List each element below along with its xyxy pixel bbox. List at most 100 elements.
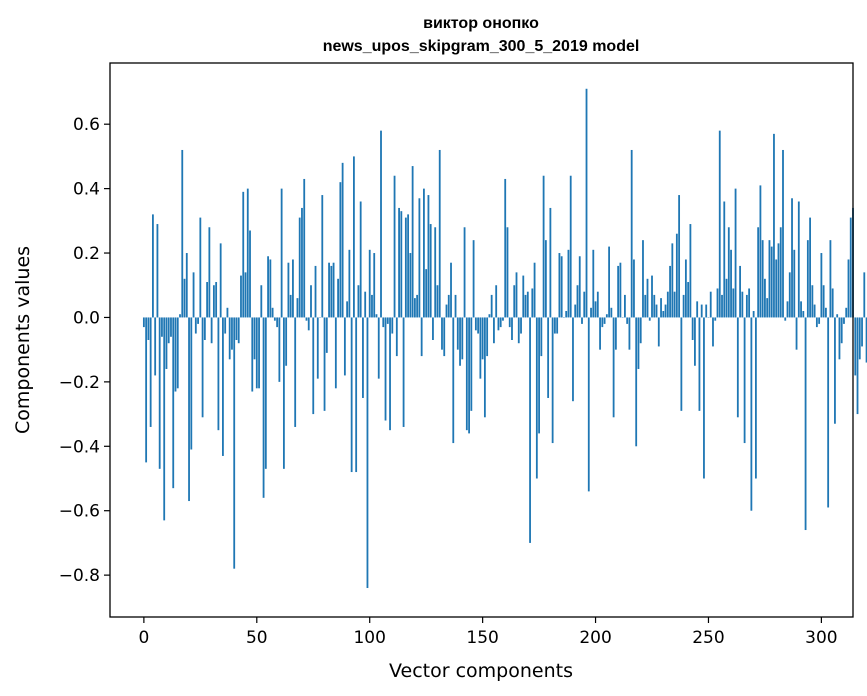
- bar-103: [375, 314, 378, 318]
- bar-49: [253, 317, 256, 360]
- bar-193: [578, 256, 581, 318]
- bar-294: [806, 240, 809, 318]
- bar-230: [662, 311, 665, 318]
- bar-297: [813, 304, 816, 318]
- bar-267: [745, 294, 748, 318]
- bar-309: [840, 317, 843, 344]
- bar-95: [357, 285, 360, 318]
- bar-226: [653, 294, 656, 318]
- bar-123: [420, 317, 423, 357]
- bar-0: [142, 317, 145, 328]
- bar-98: [364, 291, 367, 318]
- bar-46: [246, 188, 249, 318]
- bar-199: [592, 249, 595, 318]
- bar-213: [624, 294, 626, 318]
- bar-101: [371, 294, 373, 318]
- plot-area-frame: [109, 62, 854, 618]
- bar-138: [454, 294, 457, 318]
- bar-209: [614, 317, 617, 350]
- bar-187: [565, 311, 568, 318]
- bar-173: [533, 262, 536, 318]
- bar-207: [610, 307, 613, 318]
- bar-145: [470, 317, 473, 411]
- bar-217: [633, 259, 635, 318]
- bar-122: [418, 198, 421, 318]
- bar-211: [619, 262, 622, 318]
- bar-251: [709, 291, 712, 318]
- bar-146: [472, 240, 475, 318]
- bar-204: [603, 317, 606, 324]
- y-tick-label: 0.6: [73, 115, 100, 135]
- bar-232: [666, 291, 669, 318]
- bar-237: [678, 195, 681, 318]
- bar-265: [741, 291, 744, 318]
- bar-97: [362, 317, 364, 398]
- bar-184: [558, 253, 561, 318]
- bar-240: [684, 259, 687, 318]
- bar-35: [222, 317, 224, 456]
- bar-320: [865, 317, 867, 363]
- bar-192: [576, 285, 579, 318]
- bar-107: [384, 317, 387, 421]
- bar-62: [282, 317, 285, 469]
- bar-73: [307, 317, 310, 331]
- bar-171: [529, 317, 531, 543]
- bar-38: [228, 317, 231, 360]
- bar-158: [499, 317, 502, 328]
- bar-117: [407, 214, 410, 318]
- bar-141: [461, 317, 464, 360]
- bar-58: [273, 317, 276, 321]
- bar-12: [170, 317, 172, 337]
- bar-312: [847, 259, 850, 318]
- bar-244: [694, 317, 696, 366]
- bar-311: [845, 307, 848, 318]
- bar-281: [777, 243, 780, 318]
- bar-284: [784, 317, 787, 321]
- bar-228: [657, 317, 660, 347]
- bar-243: [691, 317, 694, 340]
- y-axis-label: Components values: [12, 246, 34, 434]
- bar-2: [147, 317, 150, 340]
- x-tick-label: 200: [579, 628, 611, 648]
- bar-259: [727, 227, 730, 318]
- bar-86: [337, 278, 339, 318]
- bar-3: [149, 317, 152, 427]
- bar-147: [474, 317, 477, 331]
- bar-273: [759, 185, 762, 318]
- bars-group: [142, 88, 867, 589]
- bar-157: [497, 317, 500, 331]
- bar-271: [754, 317, 757, 479]
- bar-119: [411, 166, 414, 318]
- bar-34: [219, 243, 222, 318]
- bar-22: [192, 272, 195, 318]
- bar-134: [445, 304, 448, 318]
- bar-127: [429, 224, 432, 318]
- bar-1: [145, 317, 148, 463]
- bar-55: [267, 256, 269, 318]
- bar-27: [203, 317, 206, 340]
- x-tick-label: 50: [246, 628, 268, 648]
- bar-168: [522, 275, 525, 318]
- bar-131: [438, 149, 441, 318]
- bar-169: [524, 294, 527, 318]
- bar-135: [447, 294, 450, 318]
- bar-18: [183, 278, 186, 318]
- chart-subtitle: news_upos_skipgram_300_5_2019 model: [323, 38, 640, 55]
- bar-235: [673, 291, 676, 318]
- y-tick-label: 0.4: [73, 180, 100, 200]
- bar-153: [488, 314, 491, 318]
- bar-41: [235, 317, 238, 340]
- bar-48: [251, 317, 254, 392]
- bar-139: [456, 317, 459, 350]
- bar-60: [278, 317, 281, 382]
- bar-8: [161, 317, 163, 337]
- bar-37: [226, 307, 229, 318]
- bar-282: [779, 227, 782, 318]
- bar-190: [572, 317, 574, 402]
- bar-298: [815, 317, 818, 328]
- bar-114: [400, 211, 403, 318]
- bar-188: [567, 249, 570, 318]
- bar-155: [493, 317, 495, 344]
- bar-70: [301, 207, 303, 318]
- bar-5: [154, 317, 157, 376]
